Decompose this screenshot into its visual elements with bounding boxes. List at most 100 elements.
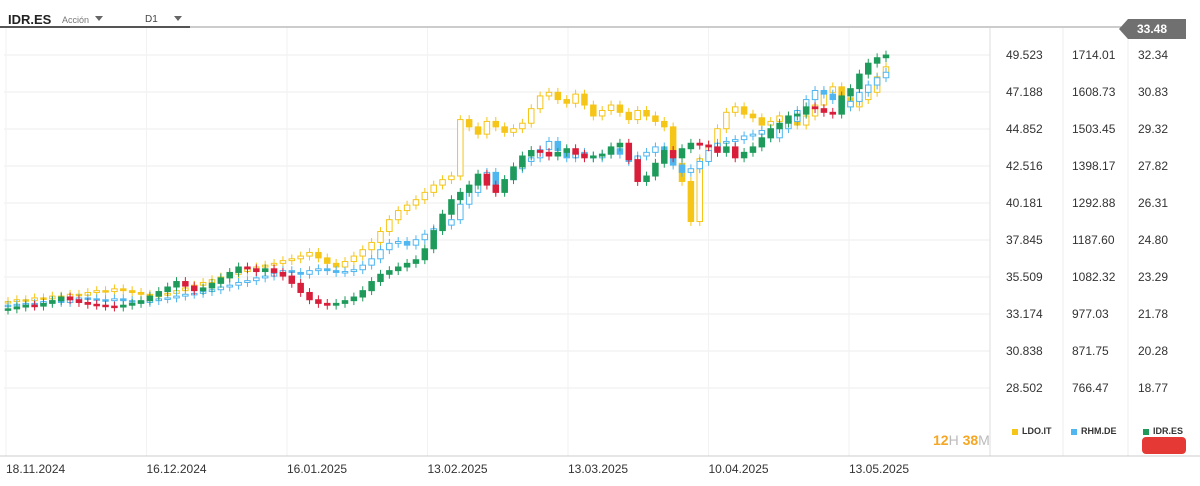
candle-body-rhm [873,77,881,86]
candle-body-ldo [102,290,109,293]
candle-body-ldo [137,291,145,295]
candle-body-ldo [315,251,322,259]
candle-body-ldo [652,115,659,122]
candle-body-ldo [731,106,739,113]
candle-body-idr [182,281,189,287]
candle-body-ldo [93,290,100,293]
candle-body-ldo [590,104,597,117]
candle-body-rhm [120,298,127,302]
candle-body-idr [57,296,65,302]
candle-body-idr [474,173,482,186]
candle-body-rhm [448,219,455,226]
x-tick-label: 13.05.2025 [849,462,909,476]
y-tick-label: 24.80 [1138,233,1168,247]
y-tick-label: 20.28 [1138,344,1168,358]
y-tick-label: 37.845 [1006,233,1043,247]
candle-body-ldo [111,288,118,293]
y-tick-label: 1608.73 [1072,85,1116,99]
candle-body-rhm [847,100,854,108]
candle-body-idr [483,173,491,186]
candle-body-ldo [723,111,730,130]
candle-body-idr [394,266,402,272]
candle-body-idr [93,303,100,307]
y-tick-label: 1398.17 [1072,159,1116,173]
legend-item-rhm[interactable]: RHM.DE [1071,426,1117,436]
candle-body-ldo [306,251,313,257]
candle-body-idr [652,162,659,177]
candle-body-rhm [687,168,695,173]
candle-body-ldo [474,126,482,135]
candle-body-idr [634,159,641,182]
candle-body-ldo [279,260,287,264]
candle-body-ldo [598,110,606,117]
candle-body-idr [554,151,562,157]
candle-body-rhm [111,298,118,302]
candle-body-ldo [483,120,491,135]
candle-body-ldo [288,258,296,262]
candle-body-rhm [882,71,890,79]
y-tick-label: 1503.45 [1072,122,1116,136]
candle-body-idr [528,150,535,157]
candle-body-rhm [811,89,819,101]
candle-body-rhm [377,249,384,260]
candle-body-idr [856,73,863,90]
candle-body-idr [820,108,828,113]
candle-timer: 12H 38M [933,432,990,448]
candle-body-idr [731,146,739,159]
x-tick-label: 18.11.2024 [6,462,65,476]
timeframe-dropdown-icon[interactable] [174,16,182,21]
candle-body-ldo [377,231,384,243]
legend-label-idr: IDR.ES [1153,426,1184,436]
candle-body-ldo [554,91,562,101]
timeframe-label[interactable]: D1 [145,14,158,25]
x-tick-label: 16.12.2024 [147,462,207,476]
y-tick-label: 33.174 [1006,307,1043,321]
x-tick-label: 16.01.2025 [287,462,347,476]
candle-body-ldo [528,108,535,124]
candle-body-idr [873,57,881,64]
candle-body-idr [306,291,313,301]
candle-body-idr [315,299,322,304]
candle-body-idr [501,179,508,193]
candle-body-idr [811,106,819,110]
candle-body-idr [829,111,837,115]
candle-body-idr [758,137,766,148]
candle-body-idr [598,153,606,157]
y-tick-label: 42.516 [1006,159,1043,173]
y-tick-label: 18.77 [1138,381,1168,395]
candle-body-idr [794,113,801,117]
candle-body-idr [545,151,553,157]
y-tick-label: 28.502 [1006,381,1043,395]
candle-body-ldo [501,126,508,133]
symbol-label[interactable]: IDR.ES [8,12,52,27]
candle-body-idr [377,273,384,283]
candle-body-idr [253,268,260,273]
candle-body-idr [607,146,615,155]
candle-body-rhm [226,284,233,288]
symbol-dropdown-icon[interactable] [95,16,103,21]
candle-body-idr [457,191,464,201]
candle-body-idr [430,230,437,250]
candle-body-idr [332,302,340,306]
candle-body-idr [235,266,242,273]
candle-body-ldo [448,175,455,181]
candle-body-idr [412,259,420,264]
legend-item-idr[interactable]: IDR.ES [1143,426,1183,436]
y-tick-label: 21.78 [1138,307,1168,321]
sell-indicator-badge[interactable] [1142,437,1186,454]
candle-body-idr [75,299,83,303]
candle-body-ldo [519,122,526,130]
candle-body-ldo [297,255,304,260]
candle-body-idr [324,302,331,306]
candle-body-idr [776,122,783,130]
y-tick-label: 47.188 [1006,85,1043,99]
candle-body-idr [492,184,500,193]
candle-body-rhm [173,295,180,299]
legend-item-ldo[interactable]: LDO.IT [1012,426,1052,436]
candle-body-idr [190,285,198,292]
candle-body-rhm [386,242,393,251]
candle-body-rhm [643,151,650,157]
candle-body-idr [563,148,570,153]
candle-body-rhm [820,89,828,95]
